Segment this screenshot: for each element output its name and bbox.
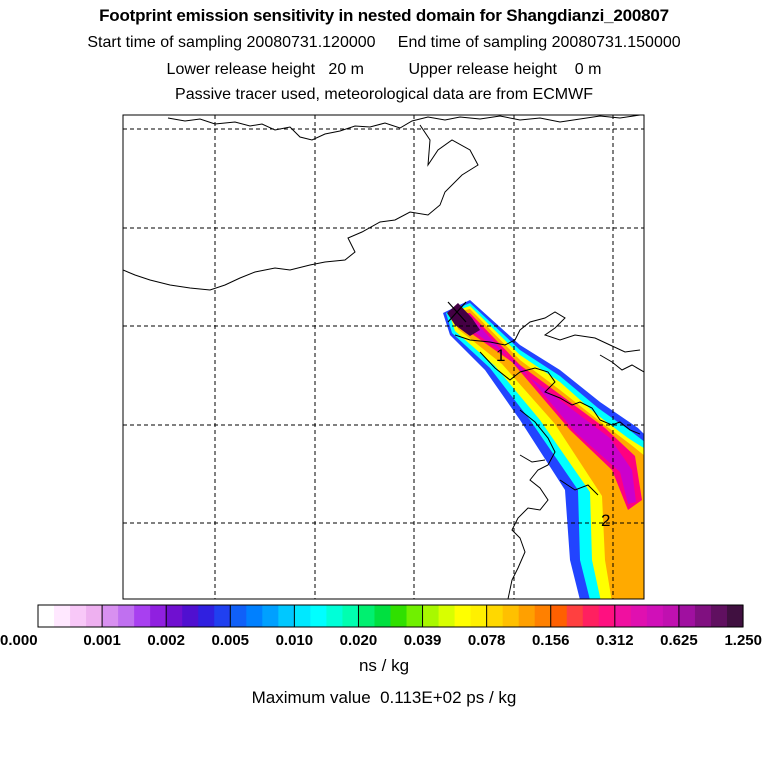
colorbar-cell: [230, 605, 247, 627]
colorbar-tick-label: 0.005: [211, 632, 249, 649]
colorbar-cell: [646, 605, 664, 627]
release-height-info: Lower release height 20 m Upper release …: [166, 61, 602, 78]
colorbar-cell: [534, 605, 552, 627]
colorbar-cell: [502, 605, 520, 627]
colorbar-cell: [390, 605, 408, 627]
colorbar-cell: [694, 605, 712, 627]
colorbar-cell: [454, 605, 472, 627]
colorbar-cell: [166, 605, 183, 627]
colorbar-cell: [38, 605, 55, 627]
colorbar-cell: [630, 605, 648, 627]
annotation-1: 1: [496, 346, 505, 365]
colorbar-cell: [118, 605, 135, 627]
colorbar-cell: [726, 605, 744, 627]
maximum-value: Maximum value 0.113E+02 ps / kg: [251, 688, 517, 707]
colorbar-cells: [37, 604, 744, 628]
colorbar-cell: [342, 605, 360, 627]
colorbar-cell: [486, 605, 504, 627]
colorbar-cell: [614, 605, 632, 627]
colorbar-cell: [470, 605, 488, 627]
colorbar-tick-label: 0.000: [0, 632, 38, 649]
colorbar-tick-label: 1.250: [724, 632, 762, 649]
colorbar-cell: [550, 605, 568, 627]
colorbar-tick-label: 0.625: [660, 632, 698, 649]
colorbar-cell: [198, 605, 215, 627]
colorbar-tick-label: 0.039: [404, 632, 442, 649]
colorbar-tick-label: 0.001: [83, 632, 121, 649]
colorbar-cell: [566, 605, 584, 627]
colorbar-labels: 0.000 0.001 0.002 0.005 0.010 0.020 0.039 0.078…: [0, 632, 762, 649]
x-marker: [447, 301, 467, 323]
colorbar-cell: [438, 605, 456, 627]
tracer-info: Passive tracer used, meteorological data…: [175, 86, 593, 103]
colorbar-cell: [326, 605, 344, 627]
colorbar-tick-label: 0.010: [276, 632, 314, 649]
colorbar-cell: [294, 605, 311, 627]
colorbar-cell: [310, 605, 328, 627]
colorbar-cell: [70, 605, 87, 627]
colorbar-cell: [518, 605, 536, 627]
colorbar-tick-label: 0.078: [468, 632, 506, 649]
coastlines: [123, 115, 644, 599]
colorbar-tick-label: 0.002: [147, 632, 185, 649]
map-frame: [122, 114, 645, 600]
colorbar-tick-label: 0.020: [340, 632, 378, 649]
colorbar-tick-label: 0.312: [596, 632, 634, 649]
colorbar-cell: [134, 605, 151, 627]
colorbar-cell: [406, 605, 424, 627]
colorbar-cell: [598, 605, 616, 627]
colorbar-cell: [102, 605, 119, 627]
colorbar-cell: [678, 605, 696, 627]
colorbar-cell: [422, 605, 440, 627]
colorbar-cell: [662, 605, 680, 627]
plume: [443, 300, 644, 599]
colorbar-cell: [54, 605, 71, 627]
colorbar-cell: [246, 605, 263, 627]
sampling-time-info: Start time of sampling 20080731.120000 E…: [87, 34, 681, 51]
colorbar-cell: [710, 605, 728, 627]
colorbar-tick-label: 0.156: [532, 632, 570, 649]
colorbar-cell: [358, 605, 376, 627]
colorbar-cell: [582, 605, 600, 627]
colorbar-cell: [374, 605, 392, 627]
colorbar-ticks: [37, 605, 744, 627]
plot-title: Footprint emission sensitivity in nested…: [99, 6, 669, 25]
plume-band-level3: [449, 306, 644, 599]
map-grid: [123, 115, 644, 599]
annotation-2: 2: [601, 511, 610, 530]
colorbar-cell: [182, 605, 199, 627]
colorbar-cell: [150, 605, 167, 627]
colorbar-cell: [278, 605, 295, 627]
colorbar-cell: [262, 605, 279, 627]
colorbar-units: ns / kg: [358, 656, 410, 675]
colorbar-cell: [214, 605, 231, 627]
map-content: 1 2: [123, 115, 644, 599]
colorbar-cell: [86, 605, 103, 627]
